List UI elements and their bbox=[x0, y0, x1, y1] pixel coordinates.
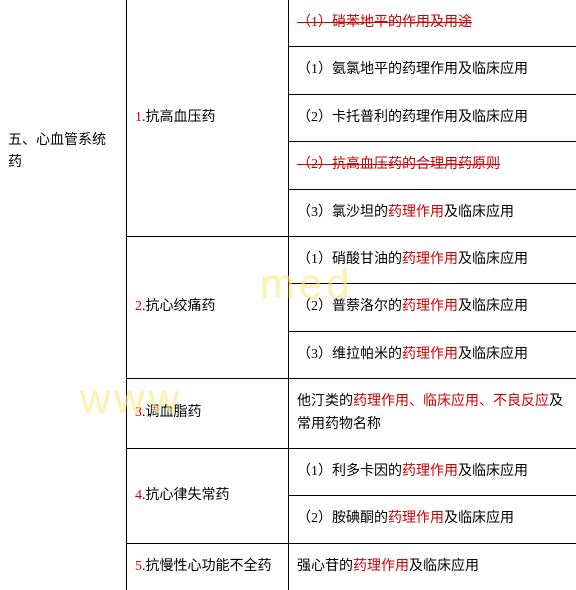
item-main: 药理作用 bbox=[402, 252, 458, 267]
subcategory-label: .抗慢性心功能不全药 bbox=[142, 559, 272, 574]
item-pre: （1）利多卡因的 bbox=[297, 464, 402, 479]
item-post: 及临床应用 bbox=[458, 299, 528, 314]
item-main: 药理作用 bbox=[402, 299, 458, 314]
item-main: 药理作用 bbox=[402, 62, 458, 77]
item-cell: 他汀类的药理作用、临床应用、不良反应及常用药物名称 bbox=[289, 379, 576, 449]
subcategory-label: .调血脂药 bbox=[142, 405, 202, 420]
item-post: 及临床应用 bbox=[444, 511, 514, 526]
subcategory-label: .抗心律失常药 bbox=[142, 488, 230, 503]
syllabus-table: 五、心血管系统药1.抗高血压药（1）硝苯地平的作用及用途（1）氨氯地平的药理作用… bbox=[0, 0, 576, 590]
item-pre: （2）胺碘酮的 bbox=[297, 511, 388, 526]
subcategory-number: 3 bbox=[135, 405, 142, 420]
item-main: 药理作用 bbox=[388, 511, 444, 526]
subcategory-number: 4 bbox=[135, 488, 142, 503]
item-pre: （1）氨氯地平的 bbox=[297, 62, 402, 77]
item-main: 药理作用 bbox=[402, 464, 458, 479]
item-cell: （3）维拉帕米的药理作用及临床应用 bbox=[289, 331, 576, 378]
item-pre: （3）维拉帕米的 bbox=[297, 347, 402, 362]
item-pre: （3）氯沙坦的 bbox=[297, 205, 388, 220]
section-title: 五、心血管系统药 bbox=[0, 0, 127, 590]
item-cell: （2）抗高血压药的合理用药原则 bbox=[289, 142, 576, 189]
item-main: 药理作用 bbox=[402, 347, 458, 362]
item-cell: （3）氯沙坦的药理作用及临床应用 bbox=[289, 189, 576, 236]
item-post: 及临床应用 bbox=[458, 464, 528, 479]
item-main: 药理作用 bbox=[402, 110, 458, 125]
item-main: 药理作用 bbox=[353, 559, 409, 574]
subcategory-cell: 2.抗心绞痛药 bbox=[127, 236, 289, 378]
item-post: 及临床应用 bbox=[458, 347, 528, 362]
subcategory-number: 1 bbox=[135, 110, 142, 125]
item-main: 药理作用 bbox=[388, 205, 444, 220]
item-main: 药理作用、临床应用、不良反应 bbox=[353, 394, 549, 409]
item-pre: 强心苷的 bbox=[297, 559, 353, 574]
subcategory-cell: 4.抗心律失常药 bbox=[127, 448, 289, 543]
subcategory-cell: 1.抗高血压药 bbox=[127, 0, 289, 236]
item-cell: （1）氨氯地平的药理作用及临床应用 bbox=[289, 47, 576, 94]
item-post: 及临床应用 bbox=[458, 252, 528, 267]
subcategory-label: .抗高血压药 bbox=[142, 110, 216, 125]
item-text-struck: （1）硝苯地平的作用及用途 bbox=[297, 15, 472, 30]
item-pre: （2）普萘洛尔的 bbox=[297, 299, 402, 314]
subcategory-cell: 3.调血脂药 bbox=[127, 379, 289, 449]
subcategory-cell: 5.抗慢性心功能不全药 bbox=[127, 543, 289, 590]
table-row: 五、心血管系统药1.抗高血压药（1）硝苯地平的作用及用途 bbox=[0, 0, 576, 47]
subcategory-label: .抗心绞痛药 bbox=[142, 299, 216, 314]
item-pre: 他汀类的 bbox=[297, 394, 353, 409]
item-cell: 强心苷的药理作用及临床应用 bbox=[289, 543, 576, 590]
item-cell: （1）硝苯地平的作用及用途 bbox=[289, 0, 576, 47]
subcategory-number: 2 bbox=[135, 299, 142, 314]
item-post: 及临床应用 bbox=[458, 110, 528, 125]
item-pre: （1）硝酸甘油的 bbox=[297, 252, 402, 267]
item-cell: （2）卡托普利的药理作用及临床应用 bbox=[289, 94, 576, 141]
item-post: 及临床应用 bbox=[409, 559, 479, 574]
item-post: 及临床应用 bbox=[458, 62, 528, 77]
item-cell: （2）普萘洛尔的药理作用及临床应用 bbox=[289, 284, 576, 331]
item-pre: （2）卡托普利的 bbox=[297, 110, 402, 125]
item-cell: （1）利多卡因的药理作用及临床应用 bbox=[289, 448, 576, 495]
item-text-struck: （2）抗高血压药的合理用药原则 bbox=[297, 157, 500, 172]
item-cell: （1）硝酸甘油的药理作用及临床应用 bbox=[289, 236, 576, 283]
item-cell: （2）胺碘酮的药理作用及临床应用 bbox=[289, 496, 576, 543]
subcategory-number: 5 bbox=[135, 559, 142, 574]
item-post: 及临床应用 bbox=[444, 205, 514, 220]
